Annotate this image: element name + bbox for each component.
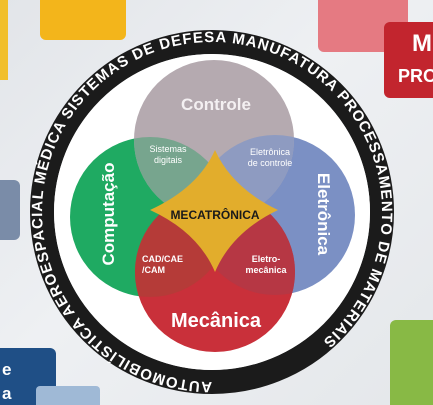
label-computacao: Computação bbox=[99, 163, 118, 266]
navy-tile-line2: a bbox=[2, 384, 12, 403]
label-cad-cae-cam-1: CAD/CAE bbox=[142, 254, 183, 264]
label-sistemas-digitais-1: Sistemas bbox=[149, 144, 187, 154]
label-mecanica: Mecânica bbox=[171, 310, 262, 332]
label-eletronica: Eletrônica bbox=[314, 173, 333, 256]
red-tile-letter: M bbox=[412, 30, 432, 57]
label-eletro-mecanica-1: Eletro- bbox=[252, 254, 281, 264]
background-tile-yellow-side bbox=[0, 0, 8, 80]
navy-tile-line1: e bbox=[2, 360, 12, 379]
red-tile-word: PRO bbox=[398, 66, 433, 86]
center-mecatronica-shape bbox=[150, 150, 278, 272]
label-eletronica-controle-2: de controle bbox=[248, 158, 293, 168]
label-mecatronica: MECATRÔNICA bbox=[170, 207, 259, 222]
background-tile-green bbox=[390, 320, 433, 405]
background-tile-yellow bbox=[40, 0, 126, 40]
label-eletronica-controle-1: Eletrônica bbox=[250, 147, 290, 157]
background-tile-red bbox=[384, 22, 433, 98]
label-controle: Controle bbox=[181, 95, 251, 114]
label-cad-cae-cam-2: /CAM bbox=[142, 265, 165, 275]
background-tile-slate bbox=[0, 180, 20, 240]
background-tile-lightblue bbox=[36, 386, 100, 405]
label-eletro-mecanica-2: mecânica bbox=[245, 265, 287, 275]
label-sistemas-digitais-2: digitais bbox=[154, 155, 183, 165]
